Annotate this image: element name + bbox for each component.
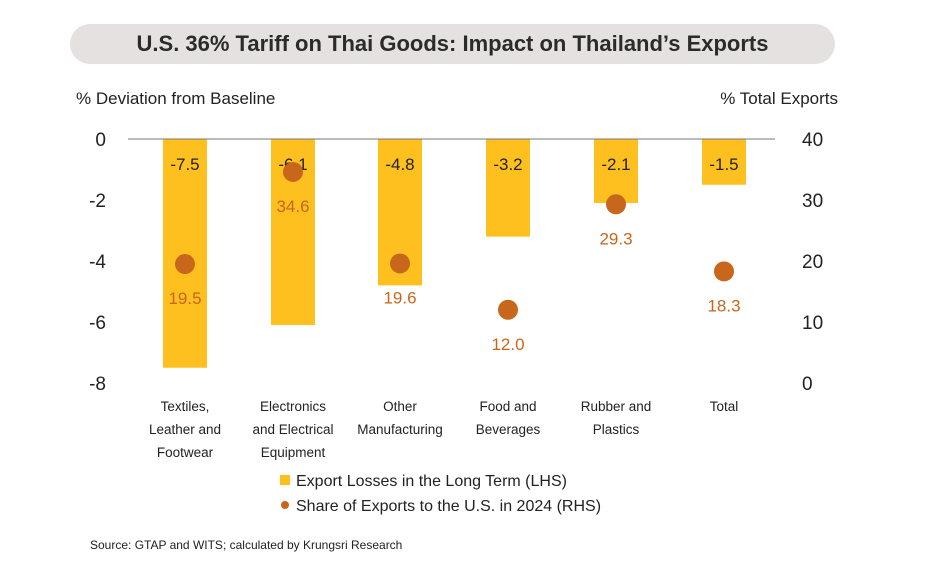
right-tick-label: 0 [802, 374, 813, 395]
category-label: Food and Beverages [476, 399, 541, 437]
dot-point [175, 254, 195, 275]
bar [486, 139, 530, 237]
dot-value-label: 19.5 [168, 289, 201, 308]
chart-title: U.S. 36% Tariff on Thai Goods: Impact on… [136, 31, 769, 56]
bar-series: -7.5-6.1-4.8-3.2-2.1-1.5 [163, 139, 746, 368]
bar-value-label: -3.2 [493, 155, 522, 174]
dot-value-label: 12.0 [491, 335, 524, 354]
dot-point [283, 161, 303, 182]
dot-point [498, 299, 518, 320]
category-label-line: Footwear [157, 445, 214, 460]
bar-value-label: -4.8 [385, 155, 414, 174]
right-tick-label: 30 [802, 191, 823, 212]
legend-bar-label: Export Losses in the Long Term (LHS) [296, 473, 567, 490]
category-label: Other Manufacturing [357, 399, 443, 437]
left-axis-ticks: 0 -2 -4 -6 -8 [89, 130, 106, 395]
category-labels: Textiles, Leather and Footwear Electronics a… [149, 399, 738, 460]
left-tick-label: 0 [95, 130, 106, 151]
category-label-line: Equipment [261, 445, 326, 460]
category-label-line: and Electrical [252, 422, 333, 437]
left-tick-label: -6 [89, 313, 106, 334]
category-label-line: Food and [479, 399, 536, 414]
chart-title-pill: U.S. 36% Tariff on Thai Goods: Impact on… [70, 24, 835, 64]
right-axis-label: % Total Exports [720, 89, 838, 108]
category-label: Rubber and Plastics [581, 399, 652, 437]
category-label-line: Beverages [476, 422, 541, 437]
legend: Export Losses in the Long Term (LHS) Sha… [280, 473, 601, 515]
left-tick-label: -2 [89, 191, 106, 212]
category-label-line: Textiles, [161, 399, 210, 414]
bar-value-label: -2.1 [601, 155, 630, 174]
bar-value-label: -7.5 [170, 155, 199, 174]
category-label-line: Plastics [593, 422, 640, 437]
right-tick-label: 20 [802, 252, 823, 273]
left-tick-label: -4 [89, 252, 106, 273]
dot-value-label: 18.3 [707, 296, 740, 315]
category-label: Textiles, Leather and Footwear [149, 399, 221, 460]
dot-series: 19.5 34.6 19.6 12.0 29.3 18.3 [168, 161, 741, 354]
legend-dot-label: Share of Exports to the U.S. in 2024 (RH… [296, 498, 601, 515]
dot-point [606, 194, 626, 215]
legend-dot-swatch [281, 501, 289, 509]
category-label-line: Total [710, 399, 739, 414]
dot-value-label: 34.6 [276, 197, 309, 216]
legend-bar-swatch [280, 475, 290, 485]
bar-value-label: -1.5 [709, 155, 738, 174]
bar [702, 139, 746, 185]
category-label: Electronics and Electrical Equipment [252, 399, 333, 460]
category-label-line: Leather and [149, 422, 221, 437]
category-label-line: Manufacturing [357, 422, 443, 437]
category-label-line: Electronics [260, 399, 326, 414]
left-tick-label: -8 [89, 374, 106, 395]
right-axis-ticks: 40 30 20 10 0 [802, 130, 823, 395]
bar [594, 139, 638, 204]
dot-value-label: 29.3 [599, 229, 632, 248]
category-label-line: Other [383, 399, 417, 414]
right-tick-label: 40 [802, 130, 823, 151]
dot-point [390, 253, 410, 274]
dot-point [714, 261, 734, 282]
bar [163, 139, 207, 368]
category-label-line: Rubber and [581, 399, 652, 414]
source-note: Source: GTAP and WITS; calculated by Kru… [90, 538, 403, 552]
dot-value-label: 19.6 [383, 288, 416, 307]
category-label: Total [710, 399, 739, 414]
right-tick-label: 10 [802, 313, 823, 334]
left-axis-label: % Deviation from Baseline [76, 89, 275, 108]
